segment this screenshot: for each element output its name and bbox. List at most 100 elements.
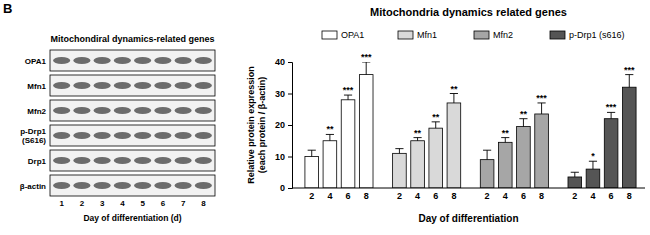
blot-band xyxy=(53,132,70,139)
legend: OPA1Mfn1Mfn2p-Drp1 (s616) xyxy=(322,30,625,40)
legend-label: Mfn2 xyxy=(493,30,513,40)
blot-band xyxy=(73,57,90,64)
bar xyxy=(323,141,337,188)
error-bar xyxy=(326,134,334,140)
x-tick: 4 xyxy=(415,191,420,201)
error-bar xyxy=(625,75,633,88)
blot-band xyxy=(114,57,131,64)
x-tick: 6 xyxy=(346,191,351,201)
blot: OPA1Mfn1Mfn2p-Drp1(S616)Drp1β-actin12345… xyxy=(20,50,215,223)
legend-label: p-Drp1 (s616) xyxy=(569,30,625,40)
blot-band xyxy=(134,132,151,139)
blot-band xyxy=(175,82,192,89)
y-tick-mark xyxy=(288,62,292,63)
x-tick-label: 2 xyxy=(397,191,402,201)
error-bar xyxy=(607,112,615,118)
error-bar xyxy=(537,103,545,114)
error-bar xyxy=(395,149,403,154)
x-tick: 2 xyxy=(397,191,402,201)
blot-band xyxy=(175,132,192,139)
y-tick-label: 40 xyxy=(275,57,285,67)
error-bar xyxy=(571,172,579,177)
x-axis-group: 2 4 6 8 xyxy=(485,191,544,201)
blot-band xyxy=(134,107,151,114)
blot-band xyxy=(195,107,212,114)
x-tick: 8 xyxy=(627,191,632,201)
blot-band xyxy=(73,82,90,89)
error-bar xyxy=(413,138,421,141)
blot-strip xyxy=(50,75,215,96)
blot-row-label: OPA1 xyxy=(25,57,47,66)
x-tick: 8 xyxy=(451,191,456,201)
significance: * xyxy=(591,151,595,161)
blot-band xyxy=(94,82,111,89)
blot-band xyxy=(175,182,192,189)
x-tick-label: 4 xyxy=(327,191,332,201)
blot-band xyxy=(134,82,151,89)
blot-strip xyxy=(50,125,215,146)
annotations: **************************** xyxy=(326,52,635,161)
bar xyxy=(447,103,461,188)
bar xyxy=(604,119,618,188)
plot-area xyxy=(305,62,636,188)
significance: ** xyxy=(520,109,528,119)
x-axis-group: 2 4 6 8 xyxy=(397,191,456,201)
lane-label: 2 xyxy=(80,199,85,208)
y-tick-mark xyxy=(288,188,292,189)
y-tick: 10 xyxy=(275,152,292,162)
x-tick-label: 2 xyxy=(309,191,314,201)
significance: *** xyxy=(343,85,354,95)
x-tick: 6 xyxy=(521,191,526,201)
y-tick-label: 10 xyxy=(275,152,285,162)
significance: ** xyxy=(414,128,422,138)
blot-band xyxy=(73,107,90,114)
blot-row-label: Mfn2 xyxy=(27,107,46,116)
x-tick: 8 xyxy=(539,191,544,201)
x-tick-label: 2 xyxy=(485,191,490,201)
y-axis: 010203040 xyxy=(275,57,293,193)
lane-label: 6 xyxy=(161,199,166,208)
x-tick-label: 4 xyxy=(590,191,595,201)
y-tick: 20 xyxy=(275,120,292,130)
significance: ** xyxy=(326,124,334,134)
significance: ** xyxy=(450,84,458,94)
x-axis-line xyxy=(292,188,645,189)
y-axis-title: Relative protein expression(each protein… xyxy=(246,66,267,184)
blot-band xyxy=(53,57,70,64)
x-tick-label: 4 xyxy=(503,191,508,201)
x-tick: 6 xyxy=(433,191,438,201)
lane-label: 7 xyxy=(181,199,186,208)
blot-band xyxy=(94,157,111,164)
legend-swatch xyxy=(322,31,337,39)
y-tick-mark xyxy=(288,157,292,158)
blot-band xyxy=(195,182,212,189)
legend-swatch xyxy=(474,31,489,39)
error-bar xyxy=(432,122,440,128)
error-bar xyxy=(450,94,458,103)
x-tick: 2 xyxy=(572,191,577,201)
chart-title: Mitochondria dynamics related genes xyxy=(370,6,567,18)
blot-band xyxy=(195,132,212,139)
x-tick: 8 xyxy=(364,191,369,201)
x-axis-group: 2 4 6 8 xyxy=(572,191,631,201)
blot-band xyxy=(175,157,192,164)
x-tick: 2 xyxy=(485,191,490,201)
significance: *** xyxy=(361,52,372,62)
x-tick-label: 6 xyxy=(346,191,351,201)
figure: BMitochondiral dynamics-related genesOPA… xyxy=(0,0,650,235)
blot-row-label: Drp1 xyxy=(28,157,47,166)
x-tick-label: 8 xyxy=(451,191,456,201)
x-tick-label: 4 xyxy=(415,191,420,201)
blot-band xyxy=(154,107,171,114)
blot-band xyxy=(114,107,131,114)
y-tick-mark xyxy=(288,94,292,95)
blot-strip xyxy=(50,100,215,121)
blot-band xyxy=(114,82,131,89)
x-tick: 6 xyxy=(609,191,614,201)
x-tick-label: 6 xyxy=(521,191,526,201)
lane-label: 3 xyxy=(100,199,105,208)
legend-swatch xyxy=(550,31,565,39)
blot-band xyxy=(175,107,192,114)
bar xyxy=(429,128,443,188)
bar xyxy=(305,157,319,189)
